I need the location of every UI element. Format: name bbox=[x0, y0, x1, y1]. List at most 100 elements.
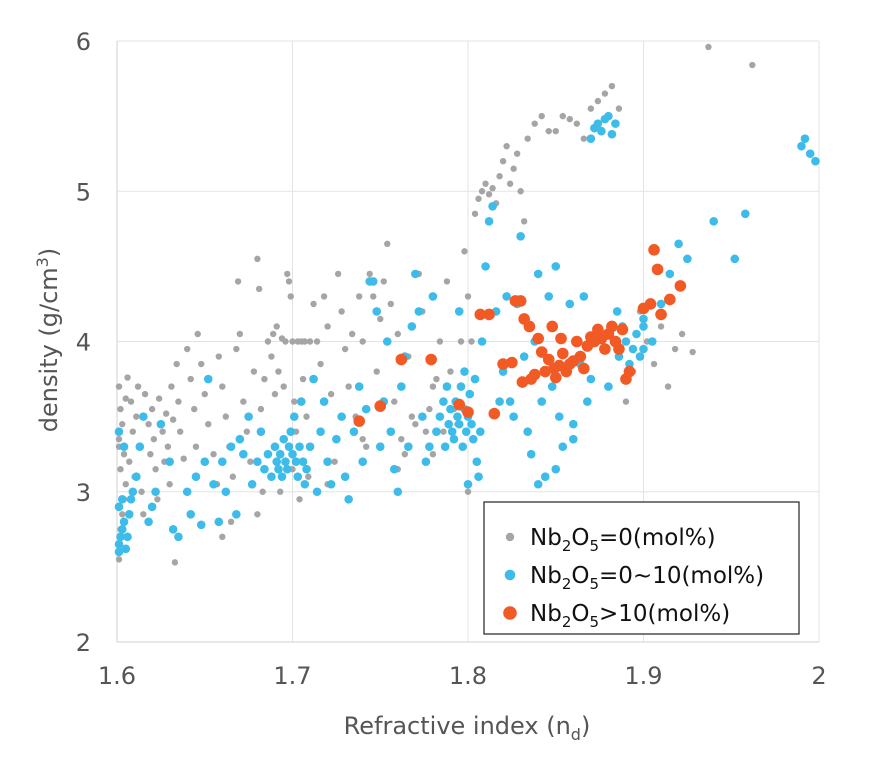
y-tick-label: 4 bbox=[76, 329, 91, 357]
data-point bbox=[395, 353, 408, 366]
data-point bbox=[639, 322, 648, 331]
data-point bbox=[497, 358, 509, 370]
data-point bbox=[219, 533, 226, 541]
data-point bbox=[114, 427, 124, 436]
data-point bbox=[671, 345, 679, 353]
data-point bbox=[495, 397, 504, 406]
data-point bbox=[271, 390, 279, 398]
data-point bbox=[232, 509, 241, 519]
data-point bbox=[546, 320, 559, 333]
data-point bbox=[275, 368, 282, 375]
data-point bbox=[374, 400, 387, 412]
data-point bbox=[657, 323, 665, 330]
data-point bbox=[411, 269, 420, 279]
data-point bbox=[394, 330, 401, 338]
data-point bbox=[282, 464, 292, 474]
data-point bbox=[457, 338, 465, 345]
data-point bbox=[359, 435, 366, 443]
data-point bbox=[655, 308, 667, 321]
data-point bbox=[586, 134, 596, 143]
data-point bbox=[477, 337, 487, 346]
data-point bbox=[198, 360, 205, 368]
data-point bbox=[593, 119, 603, 128]
data-point bbox=[114, 502, 124, 512]
data-point bbox=[540, 472, 550, 482]
data-point bbox=[421, 457, 431, 467]
data-point bbox=[506, 180, 514, 187]
data-point bbox=[647, 337, 657, 346]
data-point bbox=[503, 142, 510, 150]
data-point bbox=[506, 356, 518, 369]
data-point bbox=[393, 487, 403, 497]
data-point bbox=[117, 466, 124, 473]
data-point bbox=[215, 353, 222, 360]
data-point bbox=[319, 397, 329, 406]
data-point bbox=[454, 307, 464, 316]
data-point bbox=[547, 382, 557, 391]
data-point bbox=[597, 126, 606, 136]
data-point bbox=[282, 338, 289, 345]
data-point bbox=[355, 293, 363, 300]
data-point bbox=[129, 428, 136, 435]
data-point bbox=[531, 120, 538, 127]
data-point bbox=[632, 329, 641, 339]
data-point bbox=[267, 472, 276, 482]
data-point bbox=[247, 458, 254, 465]
data-point bbox=[359, 338, 366, 345]
data-point bbox=[621, 337, 631, 346]
data-point bbox=[345, 383, 352, 390]
data-point bbox=[375, 442, 385, 451]
data-point bbox=[549, 371, 562, 384]
data-point bbox=[464, 488, 472, 495]
data-point bbox=[516, 376, 529, 388]
data-point bbox=[373, 368, 380, 375]
data-point bbox=[464, 293, 472, 300]
data-point bbox=[133, 413, 140, 420]
data-point bbox=[226, 442, 236, 451]
data-point bbox=[327, 390, 335, 398]
data-point bbox=[229, 473, 237, 480]
data-point bbox=[166, 481, 173, 488]
data-point bbox=[123, 532, 132, 542]
data-point bbox=[463, 479, 473, 489]
data-point bbox=[429, 450, 437, 458]
data-point bbox=[496, 173, 503, 180]
data-point bbox=[313, 338, 321, 345]
data-point bbox=[622, 398, 630, 405]
legend-label: Nb2O5=0(mol%) bbox=[530, 525, 716, 555]
data-point bbox=[337, 412, 346, 421]
data-point bbox=[628, 344, 638, 354]
data-point bbox=[580, 135, 588, 142]
y-tick-label: 3 bbox=[76, 479, 91, 507]
data-point bbox=[571, 335, 583, 348]
data-point bbox=[539, 365, 552, 378]
data-point bbox=[191, 472, 201, 482]
data-point bbox=[312, 487, 322, 497]
data-point bbox=[665, 269, 675, 279]
data-point bbox=[274, 464, 283, 474]
data-point bbox=[147, 502, 157, 512]
data-point bbox=[800, 134, 810, 143]
data-point bbox=[510, 165, 517, 172]
data-point bbox=[309, 374, 318, 384]
data-point bbox=[433, 375, 440, 383]
data-point bbox=[300, 479, 310, 489]
data-point bbox=[305, 442, 315, 451]
data-point bbox=[401, 450, 409, 458]
data-point bbox=[332, 434, 341, 444]
data-point bbox=[678, 330, 686, 338]
data-point bbox=[235, 434, 245, 444]
data-point bbox=[535, 346, 548, 358]
data-point bbox=[168, 383, 175, 390]
data-point bbox=[147, 450, 154, 458]
data-point bbox=[555, 332, 567, 345]
data-point bbox=[428, 292, 438, 301]
data-point bbox=[214, 517, 224, 527]
data-point bbox=[573, 120, 581, 127]
data-point bbox=[485, 191, 493, 198]
data-point bbox=[239, 449, 248, 459]
data-point bbox=[592, 323, 604, 336]
data-point bbox=[599, 343, 611, 355]
x-tick-label: 1.7 bbox=[273, 662, 311, 690]
